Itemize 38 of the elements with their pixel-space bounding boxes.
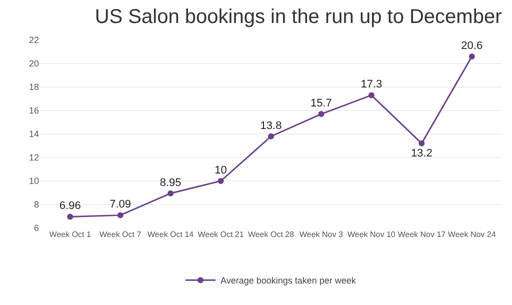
x-tick-label: Week Oct 21 <box>198 230 244 239</box>
data-label: 17.3 <box>360 78 382 91</box>
y-tick-label: 8 <box>34 200 39 210</box>
legend-label: Average bookings taken per week <box>220 276 356 286</box>
y-tick-label: 18 <box>28 82 39 92</box>
y-tick-label: 20 <box>28 58 39 69</box>
point <box>67 214 74 220</box>
point <box>468 53 475 60</box>
y-tick-label: 6 <box>34 223 39 234</box>
x-tick-label: Week Nov 10 <box>347 230 396 239</box>
data-label: 15.7 <box>310 98 332 110</box>
data-label: 13.2 <box>410 147 432 160</box>
point <box>268 133 274 140</box>
x-tick-label: Week Oct 14 <box>148 230 194 239</box>
y-tick-label: 12 <box>28 152 39 163</box>
y-tick-label: 22 <box>28 35 39 46</box>
x-tick-label: Week Oct 28 <box>248 230 295 239</box>
y-tick-label: 10 <box>28 176 39 186</box>
point <box>218 178 224 184</box>
data-label: 20.6 <box>461 40 483 52</box>
point <box>117 212 124 218</box>
data-label: 6.96 <box>59 200 81 212</box>
data-label: 7.09 <box>110 198 132 211</box>
y-tick-label: 14 <box>28 129 39 140</box>
point <box>168 190 174 196</box>
point <box>418 140 425 146</box>
point <box>318 111 324 118</box>
x-tick-label: Week Nov 3 <box>300 230 344 239</box>
x-tick-label: Week Oct 7 <box>100 230 142 239</box>
x-tick-label: Week Nov 17 <box>398 230 446 239</box>
x-tick-label: Week Oct 1 <box>49 230 92 239</box>
data-label: 13.8 <box>260 120 282 132</box>
point <box>368 92 374 98</box>
chart-title: US Salon bookings in the run up to December <box>94 6 502 28</box>
data-label: 10 <box>214 164 227 176</box>
y-tick-label: 16 <box>28 106 39 116</box>
x-tick-label: Week Nov 24 <box>448 230 496 239</box>
data-label: 8.95 <box>160 176 182 189</box>
